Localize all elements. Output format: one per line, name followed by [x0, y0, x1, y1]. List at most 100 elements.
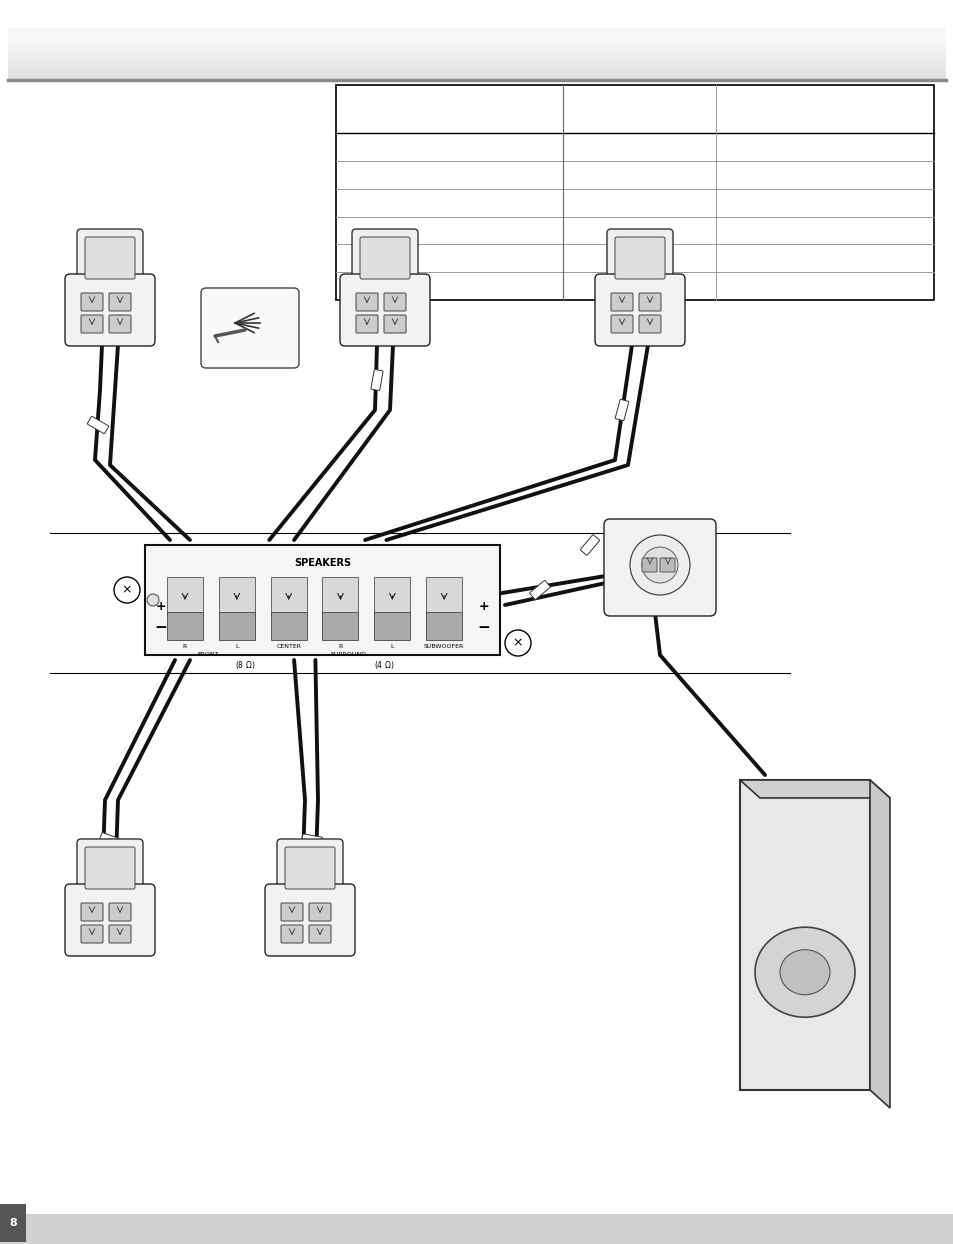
FancyBboxPatch shape [109, 315, 131, 333]
Bar [8, 67, 945, 70]
Bar [8, 34, 945, 36]
Bar [8, 53, 945, 56]
Text: SPEAKERS: SPEAKERS [294, 559, 351, 569]
Text: 8: 8 [10, 1218, 17, 1228]
Ellipse shape [754, 927, 854, 1018]
FancyBboxPatch shape [371, 369, 382, 391]
FancyBboxPatch shape [81, 294, 103, 311]
Text: SUBWOOFER: SUBWOOFER [423, 644, 464, 649]
Bar [218, 612, 254, 639]
FancyBboxPatch shape [610, 294, 633, 311]
FancyBboxPatch shape [81, 315, 103, 333]
Bar [8, 70, 945, 72]
FancyBboxPatch shape [659, 559, 675, 572]
FancyBboxPatch shape [529, 581, 550, 600]
Bar [8, 41, 945, 44]
Text: (4 $\Omega$): (4 $\Omega$) [375, 659, 395, 671]
Bar [8, 65, 945, 67]
FancyBboxPatch shape [309, 903, 331, 921]
Text: (8 $\Omega$): (8 $\Omega$) [234, 659, 254, 671]
Text: CENTER: CENTER [275, 644, 301, 649]
Text: L: L [234, 644, 238, 649]
FancyBboxPatch shape [285, 847, 335, 889]
FancyBboxPatch shape [77, 838, 143, 897]
Bar [8, 49, 945, 51]
FancyBboxPatch shape [595, 274, 684, 346]
FancyBboxPatch shape [281, 903, 303, 921]
FancyBboxPatch shape [65, 884, 154, 955]
Text: L: L [390, 644, 394, 649]
Bar [8, 36, 945, 39]
Bar [322, 612, 358, 639]
FancyBboxPatch shape [301, 833, 322, 846]
Bar [0, 1204, 26, 1242]
Bar [271, 577, 306, 615]
Bar [8, 62, 945, 65]
FancyBboxPatch shape [355, 315, 377, 333]
FancyBboxPatch shape [81, 926, 103, 943]
Bar [8, 46, 945, 49]
Text: R: R [338, 644, 342, 649]
FancyBboxPatch shape [740, 780, 869, 1090]
Bar [8, 77, 945, 80]
FancyBboxPatch shape [88, 417, 109, 434]
FancyBboxPatch shape [384, 315, 406, 333]
Bar [167, 577, 203, 615]
FancyBboxPatch shape [639, 315, 660, 333]
Bar [322, 577, 358, 615]
Circle shape [504, 629, 531, 656]
Bar [8, 56, 945, 60]
Text: FRONT: FRONT [197, 652, 219, 657]
Text: SURROUND: SURROUND [330, 652, 366, 657]
FancyBboxPatch shape [77, 229, 143, 287]
Bar [0, 1214, 953, 1244]
FancyBboxPatch shape [579, 535, 598, 555]
Ellipse shape [780, 949, 829, 995]
FancyBboxPatch shape [201, 289, 298, 368]
Bar [8, 29, 945, 31]
Bar [335, 85, 933, 300]
Bar [374, 577, 410, 615]
FancyBboxPatch shape [109, 294, 131, 311]
Bar [8, 31, 945, 34]
Circle shape [113, 577, 140, 603]
FancyBboxPatch shape [641, 559, 657, 572]
Bar [8, 60, 945, 62]
Bar [167, 612, 203, 639]
Circle shape [641, 547, 678, 583]
FancyBboxPatch shape [606, 229, 672, 287]
Text: +: + [478, 601, 489, 613]
FancyBboxPatch shape [603, 519, 716, 616]
Bar [426, 577, 461, 615]
FancyBboxPatch shape [639, 294, 660, 311]
Text: R: R [183, 644, 187, 649]
FancyBboxPatch shape [85, 847, 135, 889]
Bar [374, 612, 410, 639]
Bar [145, 545, 499, 656]
Polygon shape [869, 780, 889, 1108]
Bar [8, 75, 945, 77]
Text: −: − [154, 620, 167, 634]
FancyBboxPatch shape [276, 838, 343, 897]
Bar [426, 612, 461, 639]
FancyBboxPatch shape [281, 926, 303, 943]
Bar [8, 51, 945, 53]
FancyBboxPatch shape [99, 832, 121, 847]
Bar [8, 39, 945, 41]
Text: −: − [477, 620, 490, 634]
FancyBboxPatch shape [309, 926, 331, 943]
Text: ×: × [512, 637, 522, 649]
Polygon shape [740, 780, 889, 797]
FancyBboxPatch shape [65, 274, 154, 346]
FancyBboxPatch shape [265, 884, 355, 955]
Text: ×: × [122, 583, 132, 597]
FancyBboxPatch shape [615, 399, 628, 420]
Circle shape [629, 535, 689, 595]
FancyBboxPatch shape [359, 238, 410, 279]
FancyBboxPatch shape [85, 238, 135, 279]
Text: +: + [155, 601, 166, 613]
Bar [271, 612, 306, 639]
FancyBboxPatch shape [615, 238, 664, 279]
FancyBboxPatch shape [384, 294, 406, 311]
FancyBboxPatch shape [339, 274, 430, 346]
